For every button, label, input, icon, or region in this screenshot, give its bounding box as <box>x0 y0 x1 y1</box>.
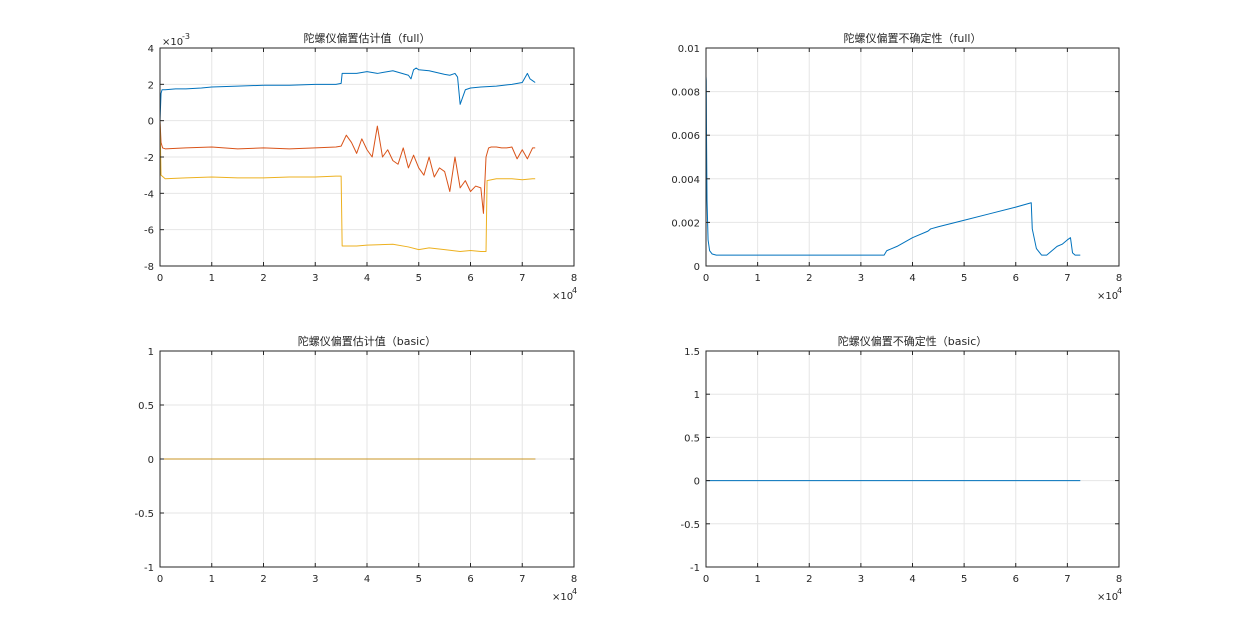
x-tick-label: 1 <box>754 574 760 585</box>
y-exponent-power: -3 <box>182 32 190 41</box>
x-tick-label: 2 <box>806 574 812 585</box>
x-tick-label: 6 <box>467 574 473 585</box>
x-exponent-label: ×10 <box>552 291 573 302</box>
subplot-1: 0 1 2 3 4 5 6 7 8-8-6-4-2024陀螺仪偏置估计值（full）×104×1… <box>144 31 577 302</box>
chart-title: 陀螺仪偏置估计值（basic） <box>298 334 437 348</box>
x-tick-label: 7 <box>519 273 525 284</box>
x-exponent-power: 4 <box>1117 587 1122 596</box>
x-tick-label: 3 <box>858 273 864 284</box>
x-exponent-power: 4 <box>572 286 577 295</box>
y-exponent-label: ×10 <box>162 37 183 48</box>
y-tick-label: 0.002 <box>671 218 700 229</box>
x-tick-label: 1 <box>209 574 215 585</box>
y-tick-label: 0.5 <box>684 433 700 444</box>
y-tick-label: -8 <box>144 262 154 273</box>
y-tick-label: 0 <box>694 262 700 273</box>
x-exponent-power: 4 <box>1117 286 1122 295</box>
y-tick-label: -4 <box>144 189 154 200</box>
x-tick-label: 3 <box>312 574 318 585</box>
series-line-2 <box>159 120 536 214</box>
x-exponent-label: ×10 <box>552 592 573 603</box>
x-tick-label: 4 <box>909 574 915 585</box>
y-tick-label: 2 <box>148 80 154 91</box>
y-tick-label: 0.006 <box>671 131 700 142</box>
x-tick-label: 5 <box>961 574 967 585</box>
y-tick-label: 0 <box>148 117 154 128</box>
y-tick-label: 1 <box>694 390 700 401</box>
x-tick-label: 5 <box>961 273 967 284</box>
chart-title: 陀螺仪偏置估计值（full） <box>304 31 431 45</box>
y-tick-label: -0.5 <box>680 520 700 531</box>
x-tick-label: 7 <box>1064 273 1070 284</box>
x-tick-label: 7 <box>1064 574 1070 585</box>
x-tick-label: 3 <box>312 273 318 284</box>
x-tick-label: 7 <box>519 574 525 585</box>
x-tick-label: 6 <box>1013 574 1019 585</box>
y-tick-label: 4 <box>148 44 154 55</box>
x-tick-label: 8 <box>571 574 577 585</box>
subplot-4: 0 1 2 3 4 5 6 7 8 -1 -0.5 0 0.5 1 1.5 陀螺仪偏置不确定性（basic） ×… <box>680 334 1122 603</box>
x-tick-label: 2 <box>806 273 812 284</box>
y-tick-label: -2 <box>144 153 154 164</box>
x-tick-label: 2 <box>260 273 266 284</box>
x-tick-label: 4 <box>909 273 915 284</box>
y-tick-label: 0.5 <box>138 401 154 412</box>
chart-title: 陀螺仪偏置不确定性（basic） <box>838 334 988 348</box>
subplot-2: 0 1 2 3 4 5 6 7 8 0 0.002 0.004 0.006 0.008 0.01 陀螺仪偏置不… <box>671 31 1122 302</box>
y-tick-label: 0 <box>148 455 154 466</box>
x-tick-label: 8 <box>571 273 577 284</box>
x-exponent-label: ×10 <box>1097 291 1118 302</box>
x-tick-label: 2 <box>260 574 266 585</box>
x-tick-label: 0 <box>157 574 163 585</box>
y-tick-label: -1 <box>690 563 700 574</box>
x-exponent-power: 4 <box>572 587 577 596</box>
series-line-3 <box>159 120 536 252</box>
x-tick-label: 4 <box>364 273 370 284</box>
y-tick-label: 0 <box>694 477 700 488</box>
y-tick-label: -0.5 <box>134 509 154 520</box>
x-tick-label: 0 <box>703 574 709 585</box>
x-tick-label: 6 <box>467 273 473 284</box>
x-tick-label: 6 <box>1013 273 1019 284</box>
y-tick-label: 0.008 <box>671 88 700 99</box>
y-tick-label: 1.5 <box>684 347 700 358</box>
series-line-1 <box>705 76 1081 256</box>
y-tick-label: 1 <box>148 347 154 358</box>
y-tick-label: -6 <box>144 226 154 237</box>
x-tick-label: 3 <box>858 574 864 585</box>
x-tick-label: 5 <box>416 574 422 585</box>
series-line-1 <box>159 67 536 121</box>
x-tick-label: 0 <box>703 273 709 284</box>
x-tick-label: 1 <box>209 273 215 284</box>
y-tick-label: -1 <box>144 563 154 574</box>
x-exponent-label: ×10 <box>1097 592 1118 603</box>
x-tick-label: 5 <box>416 273 422 284</box>
chart-title: 陀螺仪偏置不确定性（full） <box>844 31 982 45</box>
x-tick-label: 8 <box>1116 273 1122 284</box>
x-tick-label: 0 <box>157 273 163 284</box>
y-tick-label: 0.004 <box>671 175 700 186</box>
x-tick-label: 4 <box>364 574 370 585</box>
y-tick-label: 0.01 <box>678 44 700 55</box>
x-tick-label: 1 <box>754 273 760 284</box>
x-tick-label: 8 <box>1116 574 1122 585</box>
